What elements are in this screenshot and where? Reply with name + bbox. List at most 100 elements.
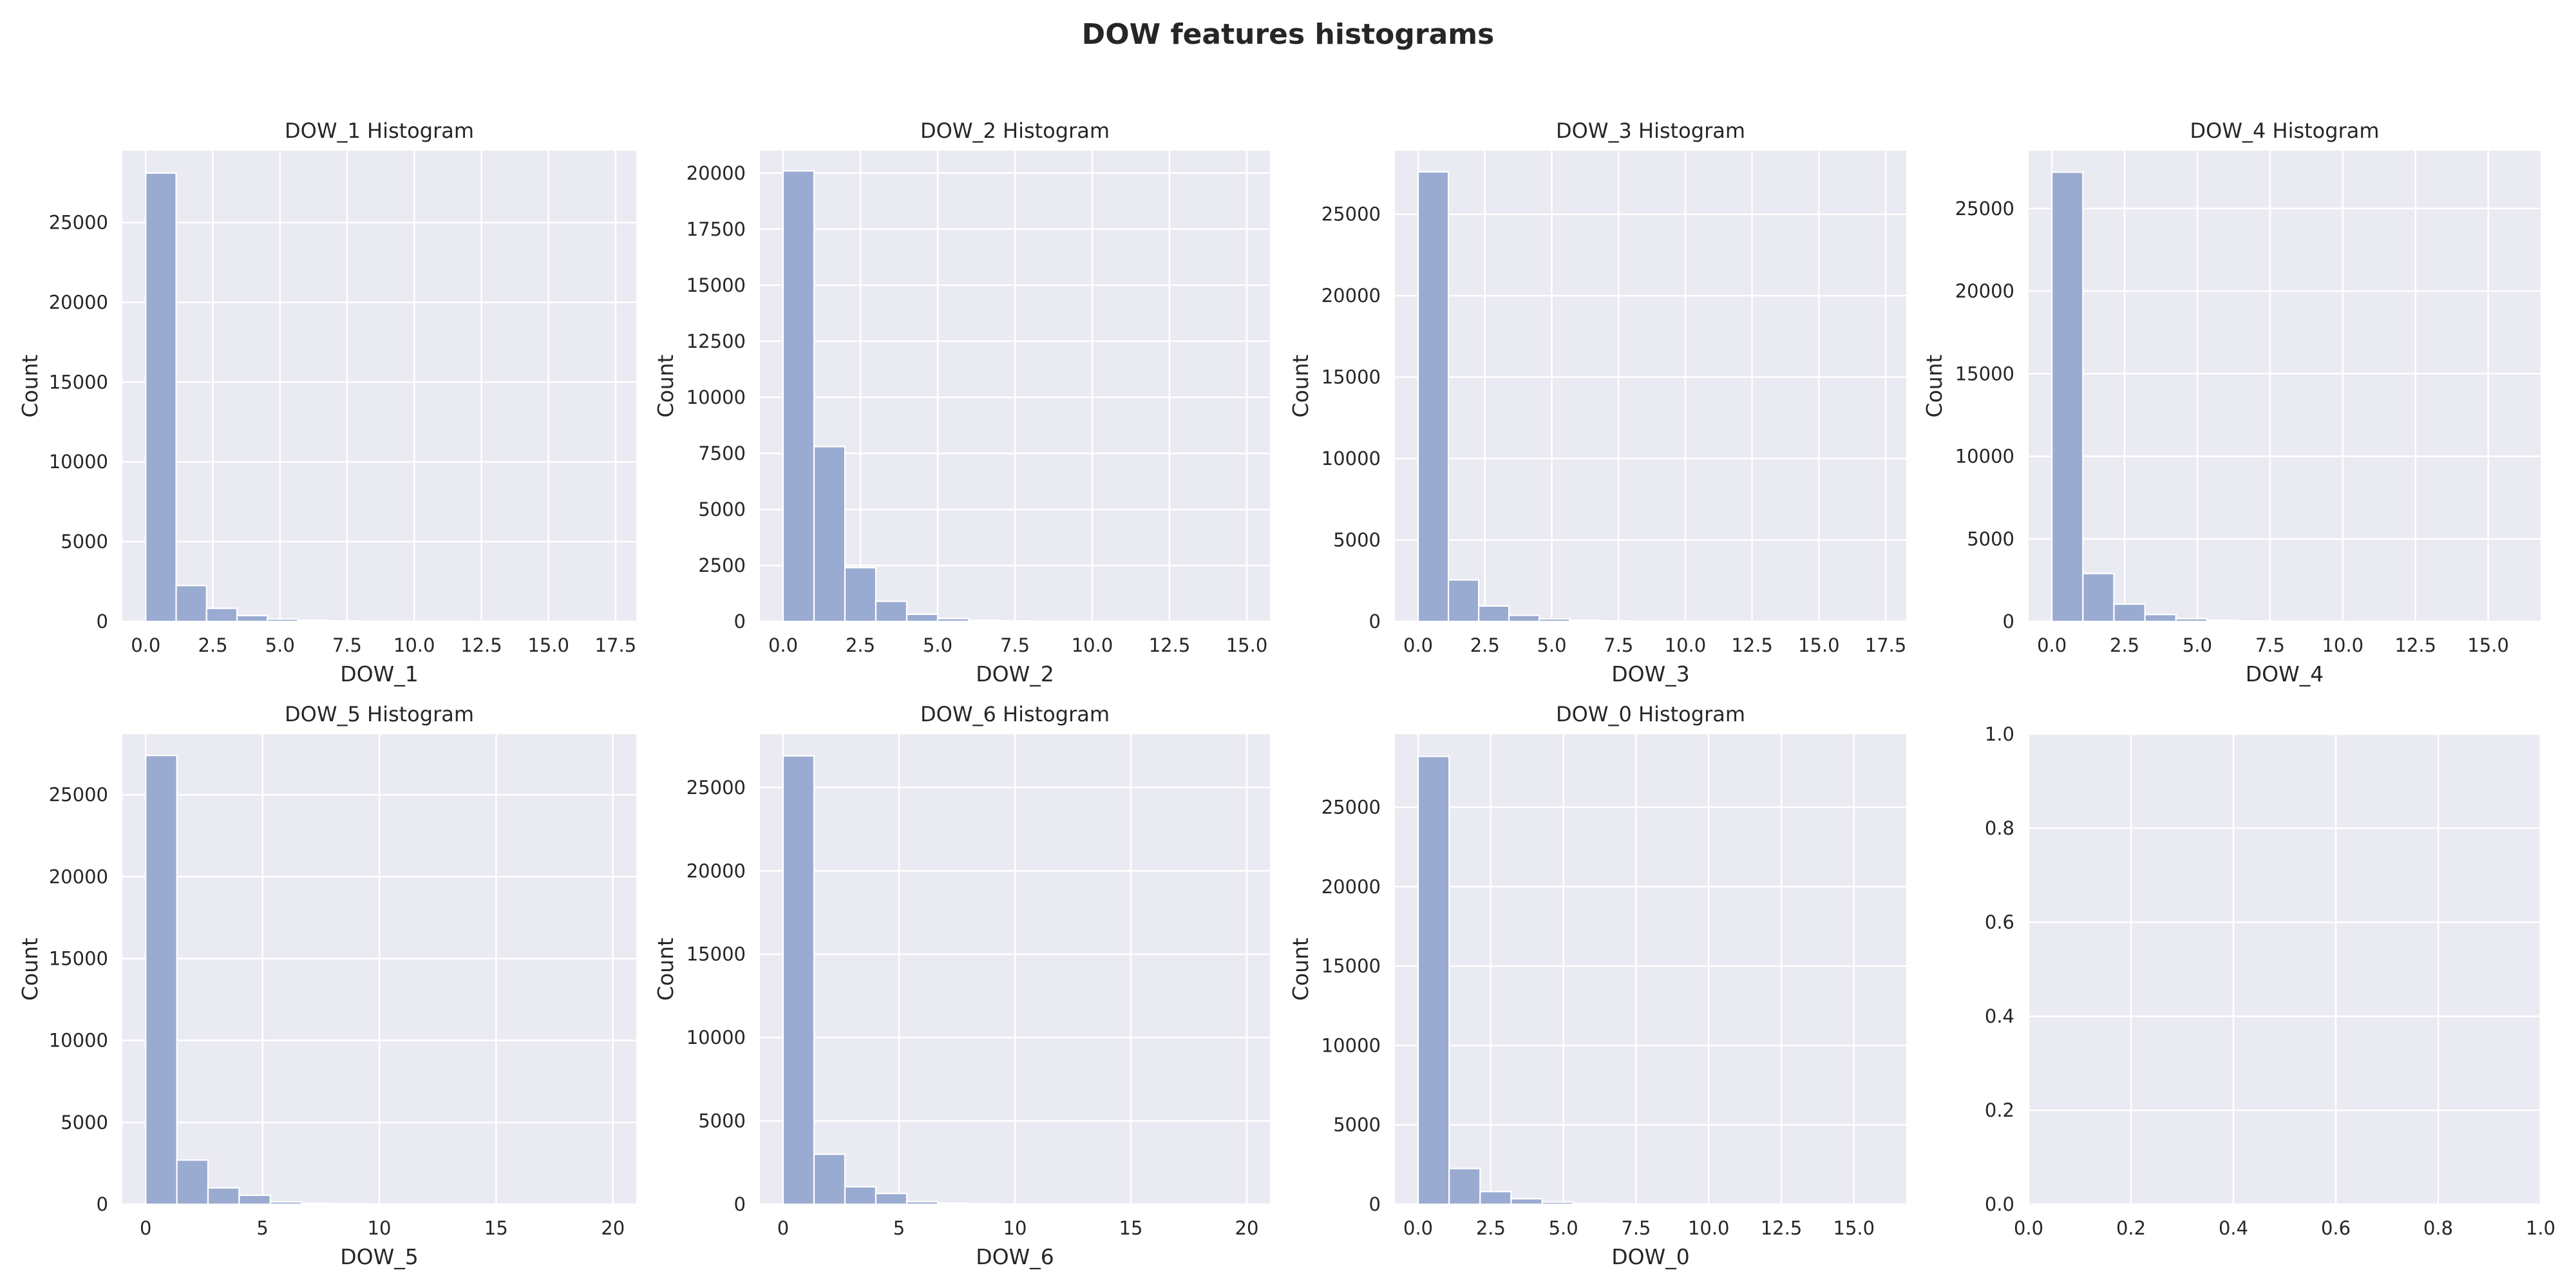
y-tick-label: 7500	[698, 442, 746, 464]
x-tick-label: 7.5	[332, 634, 362, 656]
histogram-bar	[2144, 614, 2177, 623]
histogram-bar	[1448, 579, 1480, 623]
y-axis-label: Count	[1922, 354, 1947, 417]
y-tick-label: 20000	[1321, 876, 1381, 898]
histogram-panel-1: 0.0 2.5 5.0 7.5 10.0 12.5 15.0 17.5 0 5000 10000 15…	[17, 118, 636, 687]
histogram-bar	[2113, 603, 2146, 623]
y-tick-label: 0	[1369, 611, 1381, 632]
x-axis-label: DOW_5	[340, 1244, 419, 1269]
y-tick-label: 5000	[1333, 1114, 1381, 1136]
y-tick-label: 25000	[1321, 204, 1381, 225]
histogram-bar	[936, 618, 970, 623]
histogram-bar	[145, 172, 177, 623]
y-tick-label: 10000	[49, 451, 108, 473]
y-tick-label: 2500	[698, 554, 746, 576]
y-tick-label: 15000	[1321, 955, 1381, 977]
histogram-bar	[1541, 1201, 1574, 1206]
y-tick-label: 10000	[1321, 448, 1381, 469]
x-tick-label: 2.5	[2110, 634, 2139, 656]
y-axis-label: Count	[653, 938, 678, 1001]
x-tick-label: 0.0	[131, 634, 160, 656]
x-tick-label: 2.5	[1476, 1217, 1506, 1239]
y-tick-label: 5000	[1967, 528, 2014, 550]
y-axis-label: Count	[17, 354, 43, 417]
y-tick-label: 0.4	[1985, 1005, 2014, 1027]
histogram-bar	[813, 1153, 846, 1206]
x-tick-label: 10	[368, 1217, 392, 1239]
histogram-panel-7: 0.0 2.5 5.0 7.5 10.0 12.5 15.0 0 5000 10000 15000 2…	[1288, 702, 1906, 1269]
histogram-bar	[905, 613, 939, 623]
y-tick-label: 0.2	[1985, 1099, 2014, 1121]
histogram-bar	[1539, 618, 1571, 623]
y-tick-label: 20000	[687, 860, 746, 882]
x-tick-label: 0	[140, 1217, 151, 1239]
histogram-bar	[1478, 605, 1510, 623]
y-tick-label: 15000	[687, 274, 746, 296]
y-tick-label: 0	[734, 1193, 746, 1215]
x-tick-label: 0.6	[2321, 1217, 2351, 1239]
subplot-title: DOW_4 Histogram	[2190, 118, 2380, 143]
x-tick-label: 0.0	[1403, 634, 1433, 656]
x-tick-label: 12.5	[2394, 634, 2436, 656]
x-tick-label: 15.0	[1798, 634, 1840, 656]
x-tick-label: 0.4	[2219, 1217, 2248, 1239]
y-tick-label: 10000	[687, 1027, 746, 1048]
histogram-bar	[782, 170, 815, 623]
x-tick-label: 7.5	[1000, 634, 1030, 656]
x-tick-label: 5.0	[265, 634, 295, 656]
histogram-bar	[1448, 1168, 1481, 1206]
histogram-bar	[238, 1194, 271, 1206]
x-axis-label: DOW_4	[2246, 661, 2324, 687]
histogram-bar	[267, 618, 299, 623]
subplot-title: DOW_2 Histogram	[920, 118, 1110, 143]
y-tick-label: 0	[97, 611, 108, 632]
x-tick-label: 12.5	[1149, 634, 1191, 656]
y-tick-label: 20000	[49, 291, 108, 313]
subplot-title: DOW_5 Histogram	[285, 702, 474, 726]
x-tick-label: 20	[601, 1217, 625, 1239]
y-tick-label: 20000	[687, 162, 746, 184]
y-tick-label: 5000	[61, 1112, 108, 1133]
y-axis-label: Count	[653, 354, 678, 417]
histogram-panel-8: 0.0 0.2 0.4 0.6 0.8 1.0 0.0 0.2 0.4 0.6 0.8 1.0	[1985, 723, 2555, 1239]
histogram-bar	[205, 607, 238, 623]
histogram-bar	[875, 1193, 908, 1206]
x-tick-label: 5.0	[2183, 634, 2212, 656]
y-tick-label: 15000	[1955, 363, 2014, 384]
x-tick-label: 15.0	[1226, 634, 1268, 656]
x-tick-label: 12.5	[460, 634, 502, 656]
x-tick-label: 17.5	[1865, 634, 1907, 656]
subplot-title: DOW_1 Histogram	[285, 118, 474, 143]
x-tick-label: 15	[484, 1217, 508, 1239]
histogram-bar	[1417, 755, 1450, 1206]
y-tick-label: 25000	[49, 784, 108, 806]
x-axis-label: DOW_1	[340, 661, 419, 687]
x-tick-label: 10.0	[393, 634, 435, 656]
y-tick-label: 25000	[687, 777, 746, 799]
histogram-panel-5: 0 5 10 15 20 0 5000 10000 15000 20000 25000 DOW_5 H…	[17, 702, 636, 1269]
y-tick-label: 1.0	[1985, 723, 2014, 745]
x-tick-label: 0.2	[2116, 1217, 2146, 1239]
histogram-bar	[300, 1202, 334, 1206]
x-tick-label: 10.0	[1665, 634, 1707, 656]
y-tick-label: 15000	[687, 943, 746, 965]
y-tick-label: 5000	[698, 1110, 746, 1132]
x-axis-label: DOW_3	[1611, 661, 1690, 687]
x-tick-label: 5.0	[923, 634, 952, 656]
histogram-panel-4: 0.0 2.5 5.0 7.5 10.0 12.5 15.0 0 5000 10000 15000 2…	[1922, 118, 2541, 687]
y-tick-label: 10000	[1321, 1034, 1381, 1056]
y-tick-label: 0	[2003, 611, 2014, 632]
histogram-bar	[176, 1159, 209, 1206]
histogram-bar	[1510, 1198, 1543, 1206]
histogram-panel-6: 0 5 10 15 20 0 5000 10000 15000 20000 25000 DOW_6 H…	[653, 702, 1270, 1269]
histogram-bar	[2175, 618, 2208, 623]
histogram-bar	[2082, 573, 2115, 623]
x-axis-label: DOW_2	[976, 661, 1054, 687]
histogram-bar	[875, 600, 908, 623]
x-tick-label: 1.0	[2526, 1217, 2555, 1239]
histogram-bar	[813, 446, 846, 623]
y-tick-label: 5000	[61, 531, 108, 553]
y-tick-label: 10000	[1955, 446, 2014, 468]
y-tick-label: 0.0	[1985, 1193, 2014, 1215]
y-axis-label: Count	[1288, 938, 1313, 1001]
